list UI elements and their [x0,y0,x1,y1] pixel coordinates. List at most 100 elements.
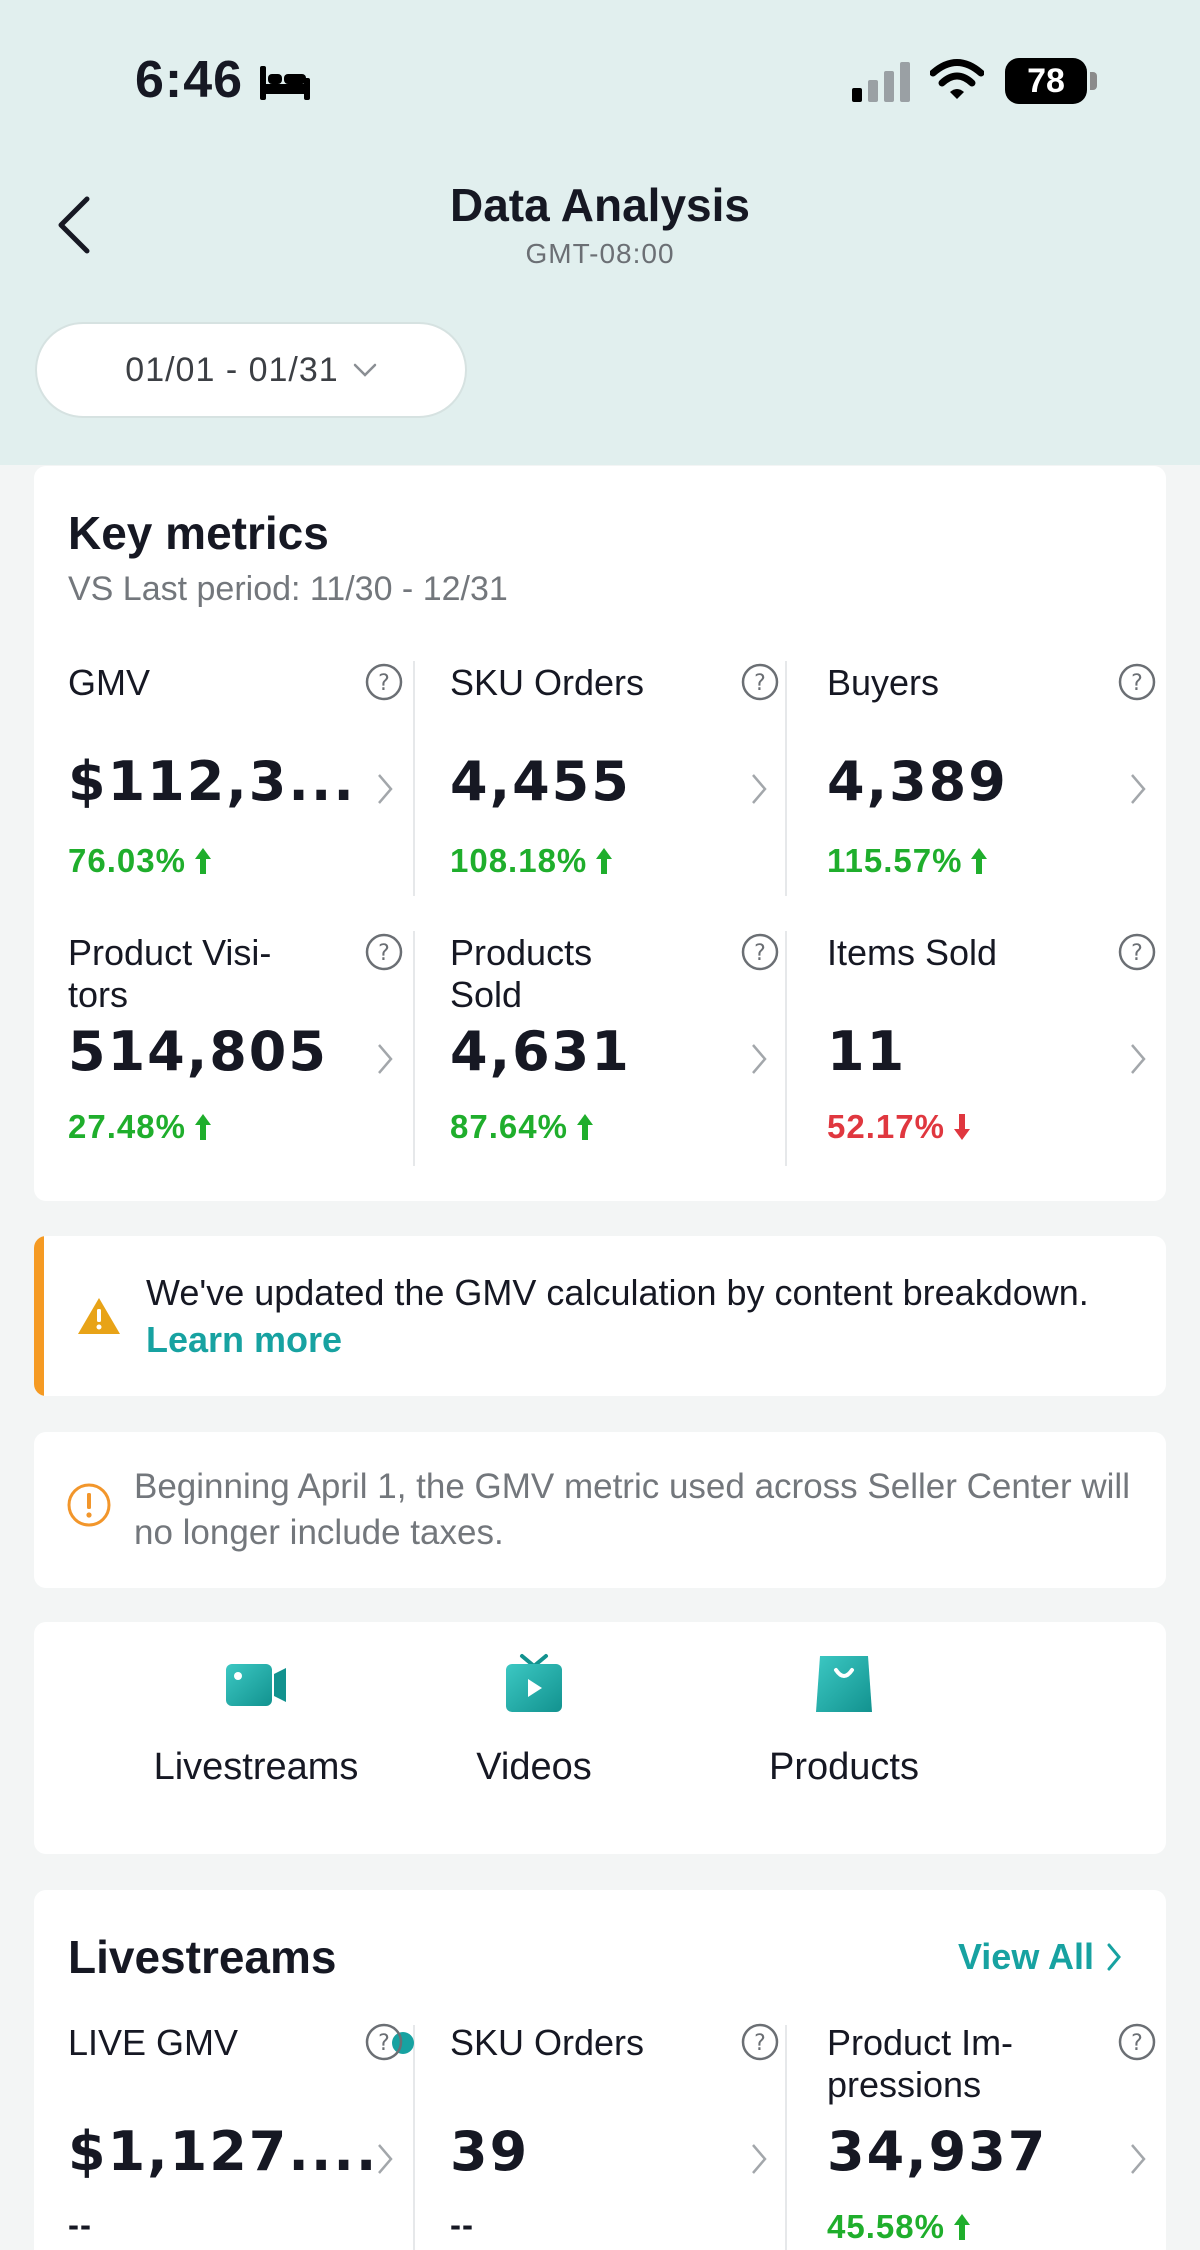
metric-change: 115.57% [827,842,990,880]
metric-change: -- [450,2206,474,2243]
sleep-focus-icon [260,66,310,100]
gmv-update-notice: We've updated the GMV calculation by con… [34,1236,1166,1396]
metric-label: SKU Orders [450,2022,645,2063]
metric-label: SKU Orders [450,662,645,703]
metric-value: 39 [450,2120,530,2183]
shortcut-videos[interactable]: Videos [404,1652,664,1789]
help-icon[interactable]: ? [364,662,404,702]
comparison-period: VS Last period: 11/30 - 12/31 [68,570,508,608]
chevron-right-icon [378,2144,393,2174]
battery-level: 78 [1005,58,1087,104]
help-icon[interactable]: ? [1117,662,1157,702]
chevron-right-icon [1131,1044,1146,1074]
arrow-up-icon [194,848,211,874]
shortcut-livestreams[interactable]: Livestreams [126,1652,386,1789]
metric-value: 4,389 [827,750,1008,813]
column-divider [785,661,787,896]
metric-change-value: 76.03% [68,842,186,879]
svg-text:?: ? [1131,671,1143,696]
metric-label: GMV [68,662,151,703]
shortcut-label: Products [769,1746,919,1788]
metric-buyers[interactable]: Buyers ? 4,389 115.57% [827,662,1167,902]
chevron-right-icon [752,774,767,804]
chevron-right-icon [1131,2144,1146,2174]
wifi-icon [930,59,984,99]
metric-change: 27.48% [68,1108,214,1146]
metric-change: 108.18% [450,842,615,880]
metric-product-visitors[interactable]: Product Visi- tors ? 514,805 27.48% [68,932,408,1172]
shortcut-products[interactable]: Products [714,1652,974,1789]
chevron-right-icon [752,2144,767,2174]
livestreams-title: Livestreams [68,1931,337,1983]
metric-change: 76.03% [68,842,214,880]
live-metric-sku-orders[interactable]: SKU Orders ? 39 -- [450,2022,790,2250]
metric-items-sold[interactable]: Items Sold ? 11 52.17% [827,932,1167,1172]
arrow-up-icon [596,848,613,874]
metric-label: Product Im- pressions [827,2022,1014,2105]
metric-label: Buyers [827,662,940,703]
metric-sku-orders[interactable]: SKU Orders ? 4,455 108.18% [450,662,790,902]
chevron-right-icon [752,1044,767,1074]
metric-gmv[interactable]: GMV ? $112,3... 76.03% [68,662,408,902]
learn-more-link[interactable]: Learn more [146,1319,343,1360]
info-alert-icon [67,1483,111,1527]
arrow-down-icon [953,1114,970,1140]
view-all-link[interactable]: View All [958,1936,1122,1978]
tax-notice-text: Beginning April 1, the GMV metric used a… [134,1467,1130,1552]
help-icon[interactable]: ? [740,662,780,702]
metric-change-value: 52.17% [827,1108,945,1145]
column-divider [785,2025,787,2250]
battery-cap [1090,72,1097,90]
metric-value: $1,127.... [68,2120,379,2183]
metric-label: Items Sold [827,932,998,973]
shortcut-label: Livestreams [153,1746,359,1788]
metric-change: 52.17% [827,1108,973,1146]
svg-text:?: ? [378,941,390,966]
status-bar: 6:46 78 [0,0,1200,160]
live-indicator-dot [392,2032,414,2054]
arrow-up-icon [971,848,988,874]
metric-value: 4,455 [450,750,631,813]
key-metrics-card: Key metrics VS Last period: 11/30 - 12/3… [34,466,1166,1201]
chevron-down-icon [353,363,376,377]
help-icon[interactable]: ? [1117,2022,1157,2062]
metric-label: Products Sold [450,932,593,1015]
shortcut-label: Videos [476,1746,592,1788]
back-arrow-icon[interactable] [55,195,95,255]
shopping-bag-icon [816,1656,872,1712]
live-metric-gmv[interactable]: LIVE GMV ? $1,127.... -- [68,2022,408,2250]
battery-indicator: 78 [1005,58,1097,104]
chevron-right-icon [1107,1943,1121,1971]
page-title: Data Analysis [450,179,750,231]
svg-text:?: ? [754,2031,766,2056]
metric-value: 514,805 [68,1020,328,1083]
view-all-label: View All [957,1936,1094,1977]
help-icon[interactable]: ? [740,2022,780,2062]
column-divider [413,2025,415,2250]
metric-value: $112,3... [68,750,356,813]
metric-change-value: 87.64% [450,1108,568,1145]
content-shortcuts: Livestreams Videos Products [34,1622,1166,1854]
warning-accent-bar [34,1236,44,1396]
live-metric-product-impressions[interactable]: Product Im- pressions ? 34,937 45.58% [827,2022,1167,2250]
key-metrics-title: Key metrics [68,507,329,559]
gmv-update-text: We've updated the GMV calculation by con… [146,1272,1089,1313]
column-divider [413,931,415,1166]
svg-text:?: ? [754,941,766,966]
cellular-signal-icon [852,62,910,102]
warning-icon [78,1298,120,1334]
svg-text:?: ? [378,671,390,696]
svg-text:?: ? [754,671,766,696]
date-range-selector[interactable]: 01/01 - 01/31 [35,322,467,418]
tax-notice: Beginning April 1, the GMV metric used a… [34,1432,1166,1588]
metric-value: 34,937 [827,2120,1048,2183]
help-icon[interactable]: ? [364,932,404,972]
help-icon[interactable]: ? [740,932,780,972]
metric-value: 11 [827,1020,907,1083]
metric-products-sold[interactable]: Products Sold ? 4,631 87.64% [450,932,790,1172]
help-icon[interactable]: ? [364,2022,404,2062]
help-icon[interactable]: ? [1117,932,1157,972]
gmv-update-message: We've updated the GMV calculation by con… [146,1269,1096,1363]
metric-change: -- [68,2206,92,2243]
metric-change: 87.64% [450,1108,596,1146]
